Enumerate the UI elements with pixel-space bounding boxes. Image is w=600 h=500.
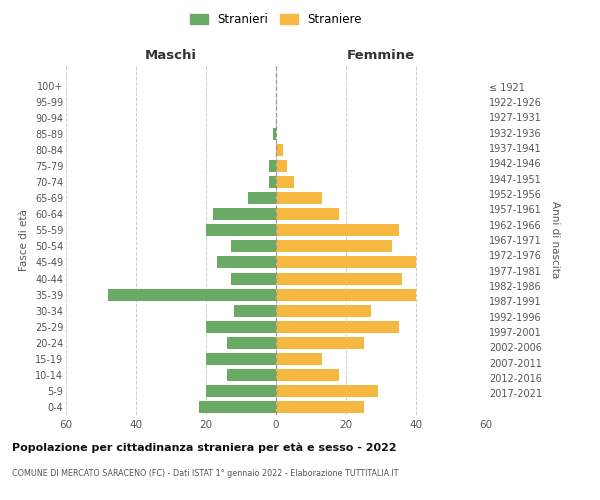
Bar — [269, 176, 276, 188]
Bar — [276, 160, 287, 172]
Y-axis label: Fasce di età: Fasce di età — [19, 209, 29, 271]
Bar — [217, 256, 276, 268]
Bar — [276, 401, 364, 413]
Bar — [276, 224, 398, 236]
Text: Popolazione per cittadinanza straniera per età e sesso - 2022: Popolazione per cittadinanza straniera p… — [12, 442, 397, 453]
Bar — [276, 369, 339, 381]
Text: COMUNE DI MERCATO SARACENO (FC) - Dati ISTAT 1° gennaio 2022 - Elaborazione TUTT: COMUNE DI MERCATO SARACENO (FC) - Dati I… — [12, 469, 398, 478]
Bar — [199, 401, 276, 413]
Bar — [206, 224, 276, 236]
Bar — [276, 320, 398, 332]
Bar — [276, 304, 371, 316]
Bar — [230, 240, 276, 252]
Bar — [108, 288, 276, 300]
Bar — [234, 304, 276, 316]
Bar — [276, 192, 322, 204]
Bar — [227, 369, 276, 381]
Bar — [276, 240, 392, 252]
Bar — [276, 208, 339, 220]
Y-axis label: Anni di nascita: Anni di nascita — [550, 202, 560, 278]
Bar — [276, 353, 322, 365]
Bar — [276, 176, 293, 188]
Bar — [276, 144, 283, 156]
Bar — [276, 288, 416, 300]
Bar — [269, 160, 276, 172]
Bar — [206, 353, 276, 365]
Text: Femmine: Femmine — [347, 49, 415, 62]
Bar — [248, 192, 276, 204]
Text: Maschi: Maschi — [145, 49, 197, 62]
Bar — [276, 272, 402, 284]
Bar — [227, 336, 276, 349]
Bar — [230, 272, 276, 284]
Bar — [276, 336, 364, 349]
Bar — [213, 208, 276, 220]
Bar — [272, 128, 276, 140]
Bar — [276, 385, 377, 397]
Legend: Stranieri, Straniere: Stranieri, Straniere — [187, 10, 365, 29]
Bar — [276, 256, 416, 268]
Bar — [206, 320, 276, 332]
Bar — [206, 385, 276, 397]
